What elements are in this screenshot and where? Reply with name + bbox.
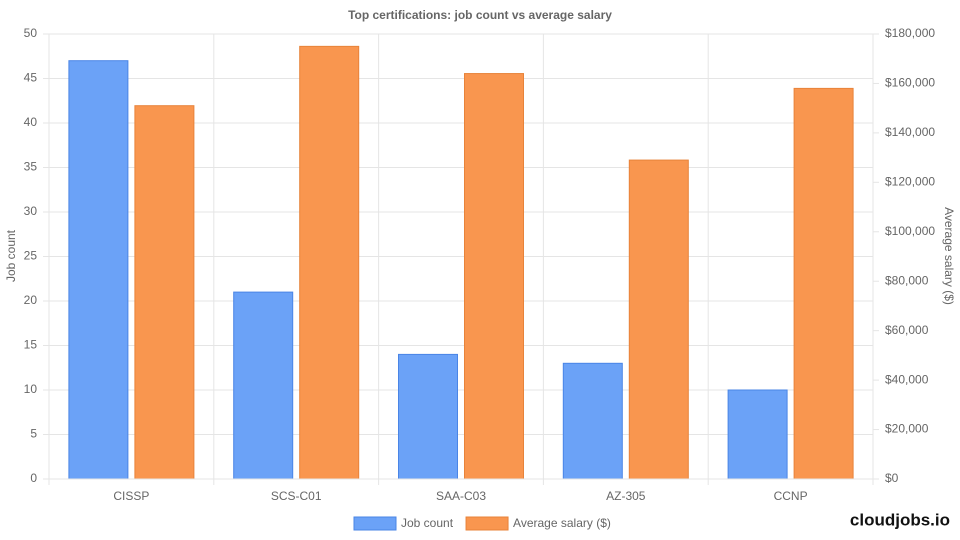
bar (727, 389, 788, 480)
y2-tick-label: $40,000 (885, 372, 929, 386)
x-tick-label: SAA-C03 (436, 489, 486, 503)
y2-tick-label: $100,000 (885, 224, 935, 238)
y-tick-label: 30 (24, 204, 38, 218)
y2-tick-label: $0 (885, 471, 899, 485)
legend-swatch[interactable] (353, 516, 397, 531)
bar (793, 87, 854, 480)
y2-tick-label: $140,000 (885, 125, 935, 139)
y-tick-label: 40 (24, 115, 38, 129)
y2-tick-label: $160,000 (885, 76, 935, 90)
y2-tick-label: $80,000 (885, 273, 929, 287)
y2-tick-label: $180,000 (885, 26, 935, 40)
bar (628, 159, 689, 480)
x-tick-label: AZ-305 (606, 489, 646, 503)
y-tick-label: 25 (24, 249, 38, 263)
bar (134, 105, 195, 480)
bar (562, 362, 623, 480)
bar (299, 45, 360, 480)
watermark: cloudjobs.io (850, 510, 950, 529)
x-tick-label: CISSP (113, 489, 149, 503)
x-tick-label: CCNP (774, 489, 808, 503)
y-tick-label: 10 (24, 382, 38, 396)
y-tick-label: 5 (30, 427, 37, 441)
chart-title: Top certifications: job count vs average… (348, 8, 612, 22)
y-axis-label: Job count (4, 229, 18, 282)
y-tick-label: 50 (24, 26, 38, 40)
y2-tick-label: $20,000 (885, 422, 929, 436)
y-tick-label: 20 (24, 293, 38, 307)
y-tick-label: 35 (24, 160, 38, 174)
bar (68, 60, 129, 480)
y-tick-label: 45 (24, 71, 38, 85)
y-tick-label: 15 (24, 338, 38, 352)
y2-axis-label: Average salary ($) (942, 207, 956, 305)
legend-label[interactable]: Job count (401, 516, 454, 530)
y2-tick-label: $120,000 (885, 175, 935, 189)
bar (233, 291, 294, 480)
y-tick-label: 0 (30, 471, 37, 485)
legend-swatch[interactable] (465, 516, 509, 531)
bar (398, 353, 458, 480)
legend-label[interactable]: Average salary ($) (513, 516, 611, 530)
bar (464, 73, 524, 480)
x-tick-label: SCS-C01 (271, 489, 322, 503)
y2-tick-label: $60,000 (885, 323, 929, 337)
